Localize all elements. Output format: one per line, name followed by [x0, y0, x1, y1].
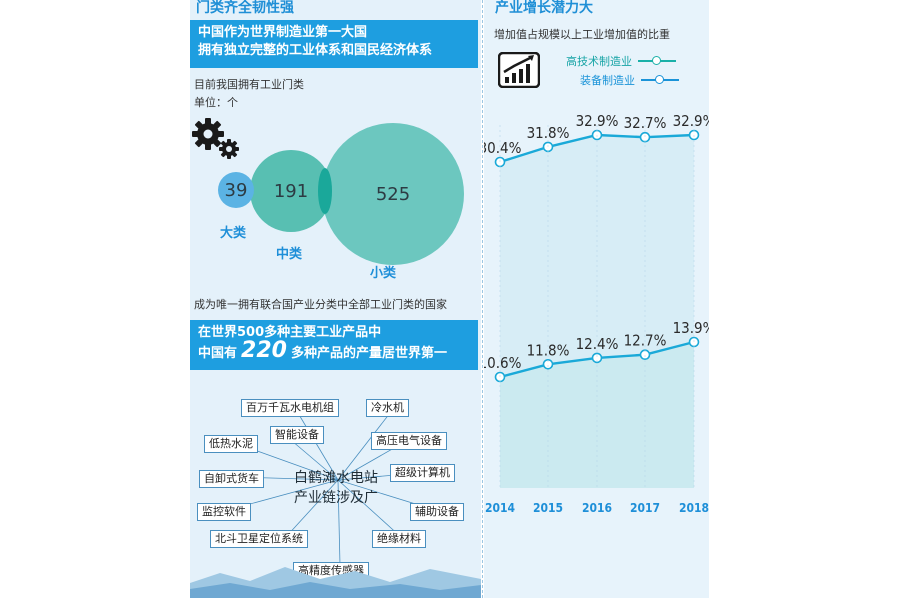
hub-line2: 产业链涉及广: [294, 490, 378, 506]
x-tick-2018: 2018: [679, 501, 709, 515]
x-tick-2015: 2015: [533, 501, 563, 515]
label-large-class: 大类: [220, 226, 247, 241]
banner-line1: 中国作为世界制造业第一大国: [198, 25, 368, 40]
tag-monitoring-software: 监控软件: [197, 503, 251, 521]
panel-divider: [482, 0, 483, 598]
banner2-line1: 在世界500多种主要工业产品中: [198, 325, 382, 340]
tag-insulation-material: 绝缘材料: [372, 530, 426, 548]
unit-label: 单位：个: [194, 96, 238, 109]
banner-products: 在世界500多种主要工业产品中 中国有 220 多种产品的产量居世界第一: [190, 320, 478, 370]
legend-hightech: 高技术制造业: [566, 53, 676, 69]
left-panel: [190, 0, 481, 598]
tag-chiller: 冷水机: [366, 399, 409, 417]
data-label-equipment-2016: 32.9%: [576, 112, 619, 130]
data-label-hightech-2018: 13.9%: [673, 319, 709, 337]
growth-chart-icon: [497, 51, 541, 89]
x-tick-2014: 2014: [485, 501, 516, 515]
gears-icon: [190, 116, 242, 162]
data-label-hightech-2016: 12.4%: [576, 335, 619, 353]
tag-hv-electrical: 高压电气设备: [371, 432, 447, 450]
categories-subtitle: 目前我国拥有工业门类: [194, 78, 304, 91]
banner2-post: 多种产品的产量居世界第一: [290, 346, 447, 361]
banner2-pre: 中国有: [198, 346, 238, 361]
right-subtitle: 增加值占规模以上工业增加值的比重: [494, 28, 670, 41]
label-small-class: 小类: [370, 266, 397, 281]
data-label-equipment-2015: 31.8%: [527, 124, 570, 142]
legend-equipment-swatch: [641, 75, 679, 84]
left-title: 门类齐全韧性强: [196, 0, 294, 16]
tag-hydro-generator: 百万千瓦水电机组: [241, 399, 339, 417]
tag-beidou-positioning: 北斗卫星定位系统: [210, 530, 308, 548]
banner2-line2: 中国有 220 多种产品的产量居世界第一: [198, 340, 470, 363]
banner-manufacturing: 中国作为世界制造业第一大国 拥有独立完整的工业体系和国民经济体系: [190, 20, 478, 68]
x-tick-2017: 2017: [630, 501, 660, 515]
circle-large-class: 39: [218, 172, 254, 208]
data-label-equipment-2018: 32.9%: [673, 112, 709, 130]
x-tick-2016: 2016: [582, 501, 612, 515]
baihetan-hub: 白鹤滩水电站 产业链涉及广: [284, 468, 388, 508]
circle-medium-class-value: 191: [273, 180, 309, 202]
tag-dump-truck: 自卸式货车: [199, 470, 264, 488]
circle-small-class: 525: [322, 123, 464, 265]
data-label-hightech-2014: 10.6%: [484, 354, 522, 372]
point-hightech-2015: [542, 358, 554, 370]
mountain-decoration: [190, 567, 481, 598]
tag-auxiliary-equipment: 辅助设备: [410, 503, 464, 521]
data-label-equipment-2017: 32.7%: [624, 114, 667, 132]
banner2-number: 220: [241, 338, 287, 363]
tag-supercomputer: 超级计算机: [390, 464, 455, 482]
circle-medium-class: 191: [250, 150, 332, 232]
circle-large-class-value: 39: [224, 179, 248, 201]
legend-hightech-swatch: [638, 56, 676, 65]
point-hightech-2016: [591, 352, 603, 364]
circle-overlap: [318, 168, 332, 214]
label-medium-class: 中类: [276, 247, 303, 262]
banner-line2: 拥有独立完整的工业体系和国民经济体系: [198, 43, 433, 58]
line-chart: 30.4%31.8%32.9%32.7%32.9%10.6%11.8%12.4%…: [484, 112, 709, 515]
data-label-equipment-2014: 30.4%: [484, 139, 522, 157]
circle-small-class-value: 525: [375, 183, 411, 205]
hub-line1: 白鹤滩水电站: [294, 470, 378, 486]
un-classification-note: 成为唯一拥有联合国产业分类中全部工业门类的国家: [194, 298, 447, 311]
tag-smart-equipment: 智能设备: [270, 426, 324, 444]
tag-low-heat-cement: 低热水泥: [204, 435, 258, 453]
right-title: 产业增长潜力大: [495, 0, 593, 16]
legend-hightech-label: 高技术制造业: [566, 55, 632, 68]
legend-equipment: 装备制造业: [580, 72, 679, 88]
legend-equipment-label: 装备制造业: [580, 74, 635, 87]
